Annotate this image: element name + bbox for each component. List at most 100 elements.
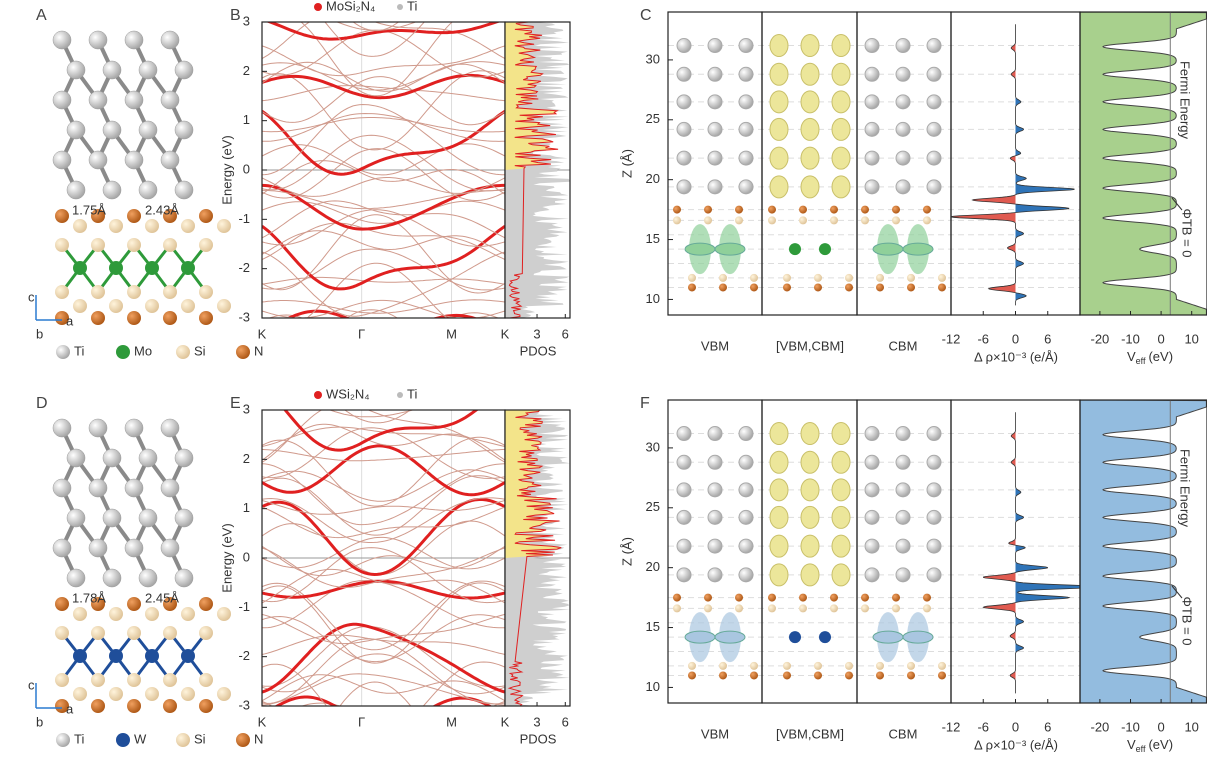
atom [845, 671, 853, 679]
ti-atom [927, 180, 941, 194]
atom [938, 274, 946, 282]
axis-label: c [28, 677, 35, 692]
isosurface [770, 479, 788, 501]
ti-atom [89, 539, 107, 557]
ti-atom [927, 568, 941, 582]
legend-label: Ti [407, 386, 417, 401]
ti-atom [175, 121, 193, 139]
metal-atom [145, 649, 159, 663]
column-label: [VBM,CBM] [776, 338, 844, 353]
ti-atom [865, 455, 879, 469]
ti-atom [865, 510, 879, 524]
ti-atom [896, 151, 910, 165]
ti-atom [53, 419, 71, 437]
atom [750, 662, 758, 670]
ti-atom [708, 95, 722, 109]
isosurface [801, 451, 819, 473]
legend-swatch [314, 391, 322, 399]
atom [163, 311, 177, 325]
ti-atom [896, 483, 910, 497]
isosurface [801, 91, 819, 113]
ti-atom [708, 427, 722, 441]
atom [892, 594, 900, 602]
atom [673, 216, 681, 224]
legend-label: Mo [134, 343, 152, 358]
ti-atom [739, 455, 753, 469]
y-tick-label: -2 [238, 648, 250, 663]
ti-atom [67, 61, 85, 79]
atom [181, 607, 195, 621]
ti-atom [677, 455, 691, 469]
atom [750, 671, 758, 679]
isosurface [801, 35, 819, 57]
atom [181, 299, 195, 313]
atom [814, 274, 822, 282]
atom [704, 216, 712, 224]
legend-label: MoSi₂N₄ [326, 0, 375, 13]
x-tick-label: K [501, 326, 510, 341]
ti-atom [677, 122, 691, 136]
ti-atom [103, 509, 121, 527]
atom [217, 687, 231, 701]
column-label: VBM [701, 338, 729, 353]
band [262, 546, 505, 575]
column-label: [VBM,CBM] [776, 726, 844, 741]
x-tick-label: K [501, 714, 510, 729]
isosurface [832, 176, 850, 198]
axis-label: c [28, 289, 35, 304]
band [262, 583, 505, 663]
isosurface [832, 451, 850, 473]
band [262, 386, 505, 450]
atom [704, 604, 712, 612]
band [262, 0, 505, 19]
atom [876, 274, 884, 282]
ti-atom [677, 539, 691, 553]
band [262, 427, 505, 446]
band [262, 393, 505, 417]
x-tick-label: K [258, 714, 267, 729]
atom [163, 285, 177, 299]
panel-label: D [36, 395, 48, 412]
y-tick-label: 10 [646, 291, 660, 306]
bands [262, 0, 505, 379]
ti-atom [103, 181, 121, 199]
panel-label: C [640, 7, 652, 24]
atom [127, 699, 141, 713]
band [262, 701, 505, 758]
ti-atom [896, 95, 910, 109]
atom [845, 283, 853, 291]
axis-title: Veff(eV) [1127, 349, 1173, 366]
atom [907, 671, 915, 679]
ti-atom [739, 39, 753, 53]
atom [768, 594, 776, 602]
annotation: ΦTB = 0 [1180, 208, 1195, 257]
band [262, 5, 505, 30]
ti-atom [125, 539, 143, 557]
structure [53, 419, 231, 713]
ti-atom [89, 479, 107, 497]
axis-title: Δ ρ×10⁻³ (e/Å) [974, 349, 1058, 364]
ti-atom [103, 121, 121, 139]
x-tick-label: -10 [1121, 719, 1140, 734]
atom [799, 216, 807, 224]
ti-atom [896, 455, 910, 469]
ti-atom [125, 91, 143, 109]
legend-label: Ti [74, 731, 84, 746]
axis-title: Energy (eV) [219, 523, 234, 592]
column-label: CBM [889, 726, 918, 741]
x-tick-label: 3 [533, 326, 540, 341]
ti-atom [739, 180, 753, 194]
atom [719, 274, 727, 282]
atom [55, 673, 69, 687]
atom [688, 274, 696, 282]
ti-atom [125, 31, 143, 49]
atom [799, 604, 807, 612]
atom [768, 216, 776, 224]
atom [145, 607, 159, 621]
y-tick-label: 0 [243, 549, 250, 564]
ti-atom [739, 483, 753, 497]
isosurface [801, 423, 819, 445]
isosurface [832, 35, 850, 57]
axis-title-part: eff [1136, 356, 1146, 366]
isosurface [770, 147, 788, 169]
